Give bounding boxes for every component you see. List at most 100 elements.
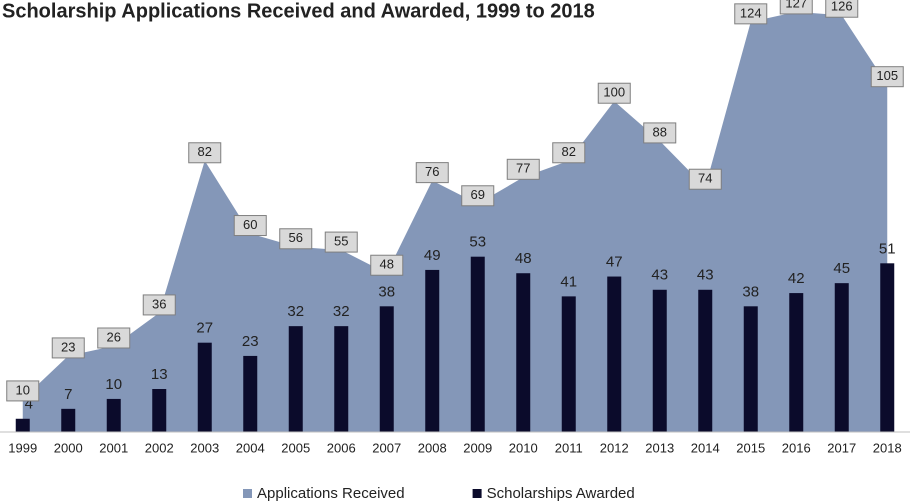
x-tick-label: 2002 xyxy=(145,440,174,455)
data-label: 4 xyxy=(25,396,33,413)
data-label: 82 xyxy=(188,142,222,164)
label-box xyxy=(142,294,176,316)
data-label-text: 76 xyxy=(425,164,439,179)
x-tick-label: 2000 xyxy=(54,440,83,455)
data-label: 36 xyxy=(142,294,176,316)
label-box xyxy=(279,228,313,250)
bar xyxy=(880,263,895,432)
bar xyxy=(834,283,849,432)
data-label-text: 23 xyxy=(61,339,75,354)
data-label: 48 xyxy=(515,250,532,267)
data-label-text: 10 xyxy=(16,382,30,397)
bar xyxy=(243,355,258,432)
bar xyxy=(197,342,212,432)
label-box xyxy=(51,337,85,359)
label-box xyxy=(415,162,449,184)
data-label: 127 xyxy=(779,0,813,15)
data-label: 32 xyxy=(333,303,350,320)
label-box xyxy=(643,122,677,144)
bar xyxy=(789,293,804,432)
label-box xyxy=(825,0,859,18)
data-label-text: 126 xyxy=(831,0,853,14)
x-tick-label: 2015 xyxy=(736,440,765,455)
data-label: 7 xyxy=(64,386,72,403)
data-label: 82 xyxy=(552,142,586,164)
data-label-text: 36 xyxy=(152,296,166,311)
data-label: 55 xyxy=(324,231,358,253)
bar xyxy=(61,408,76,432)
data-label-text: 48 xyxy=(380,257,394,272)
x-tick-label: 2006 xyxy=(327,440,356,455)
data-label: 88 xyxy=(643,122,677,144)
legend-label: Scholarships Awarded xyxy=(487,485,635,502)
data-label: 32 xyxy=(287,303,304,320)
data-label-text: 88 xyxy=(653,124,667,139)
label-box xyxy=(779,0,813,15)
data-label: 74 xyxy=(688,168,722,190)
data-label: 43 xyxy=(697,267,714,284)
data-label-text: 124 xyxy=(740,5,762,20)
bar xyxy=(152,389,167,432)
label-box xyxy=(552,142,586,164)
data-label: 23 xyxy=(242,333,259,350)
data-label-text: 127 xyxy=(785,0,807,10)
data-label: 69 xyxy=(461,185,495,207)
data-label-text: 26 xyxy=(107,329,121,344)
data-label: 56 xyxy=(279,228,313,250)
data-label: 48 xyxy=(370,254,404,276)
data-label: 77 xyxy=(506,158,540,180)
x-tick-label: 2001 xyxy=(99,440,128,455)
x-tick-label: 2013 xyxy=(645,440,674,455)
data-label-text: 69 xyxy=(471,187,485,202)
data-label-text: 55 xyxy=(334,234,348,249)
bar xyxy=(288,326,303,432)
data-label: 126 xyxy=(825,0,859,18)
bar xyxy=(516,273,531,432)
data-label: 105 xyxy=(870,66,904,88)
x-tick-label: 2014 xyxy=(691,440,720,455)
area xyxy=(22,11,888,433)
data-label: 53 xyxy=(469,234,486,251)
bar xyxy=(561,296,576,432)
data-label-text: 60 xyxy=(243,217,257,232)
bar xyxy=(607,276,622,432)
data-label: 76 xyxy=(415,162,449,184)
bar xyxy=(15,418,30,432)
data-label: 124 xyxy=(734,3,768,25)
bar xyxy=(652,289,667,432)
label-box xyxy=(6,380,40,402)
label-box xyxy=(188,142,222,164)
data-label: 27 xyxy=(196,320,213,337)
data-label: 100 xyxy=(597,82,631,104)
data-label: 51 xyxy=(879,240,896,257)
label-box xyxy=(461,185,495,207)
bar xyxy=(334,326,349,432)
label-box xyxy=(734,3,768,25)
x-tick-label: 2017 xyxy=(827,440,856,455)
label-box xyxy=(506,158,540,180)
bar xyxy=(379,306,394,432)
label-box xyxy=(597,82,631,104)
data-label: 13 xyxy=(151,366,168,383)
x-tick-label: 2008 xyxy=(418,440,447,455)
data-label-text: 56 xyxy=(289,230,303,245)
bar xyxy=(425,269,440,432)
data-label: 41 xyxy=(560,273,577,290)
x-tick-label: 2003 xyxy=(190,440,219,455)
data-label-text: 74 xyxy=(698,171,712,186)
data-label: 23 xyxy=(51,337,85,359)
x-tick-label: 2011 xyxy=(555,440,583,455)
data-label: 49 xyxy=(424,247,441,264)
label-box xyxy=(97,327,131,349)
data-label: 47 xyxy=(606,254,623,271)
data-label: 10 xyxy=(105,376,122,393)
data-label: 38 xyxy=(378,283,395,300)
data-label: 43 xyxy=(651,267,668,284)
x-tick-label: 2018 xyxy=(873,440,902,455)
legend-label: Applications Received xyxy=(257,485,405,502)
data-label: 42 xyxy=(788,270,805,287)
label-box xyxy=(688,168,722,190)
data-label-text: 100 xyxy=(603,85,625,100)
data-label: 60 xyxy=(233,215,267,237)
